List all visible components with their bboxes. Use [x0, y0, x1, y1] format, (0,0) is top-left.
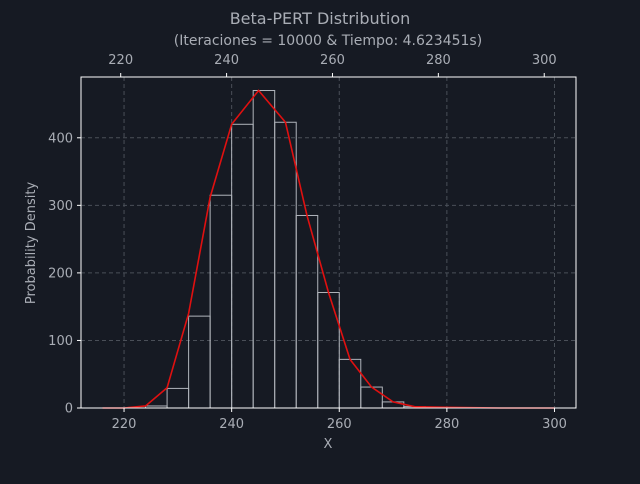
x-tick-label-3: 280 — [434, 417, 459, 432]
y-tick-label-4: 400 — [48, 131, 73, 146]
histogram-bars — [145, 90, 448, 409]
x-tick-label-2: 260 — [327, 417, 352, 432]
plot-frame — [80, 76, 577, 409]
histogram-bar-4 — [231, 123, 254, 409]
x-tick-label-1: 240 — [219, 417, 244, 432]
y-tick-label-3: 300 — [48, 199, 73, 214]
ticks-layer: 220 240 260 280 300 220 240 260 280 300 0 100 200 300… — [48, 53, 567, 432]
y-tick-label-0: 0 — [65, 402, 73, 417]
y-axis-label: Probability Density — [24, 182, 39, 305]
histogram-bar-6 — [274, 121, 297, 409]
top-x-tick-label-3: 280 — [426, 53, 451, 68]
histogram-bar-8 — [317, 291, 340, 409]
grid-layer — [81, 77, 576, 409]
y-tick-label-2: 200 — [48, 266, 73, 281]
histogram-bar-1 — [166, 387, 190, 409]
histogram-bar-9 — [338, 358, 362, 409]
x-tick-label-0: 220 — [112, 417, 137, 432]
top-x-tick-label-2: 260 — [320, 53, 345, 68]
top-x-tick-label-0: 220 — [108, 53, 133, 68]
y-tick-label-1: 100 — [48, 334, 73, 349]
density-curve-layer — [102, 89, 555, 409]
chart-title: Beta-PERT Distribution — [230, 9, 411, 28]
chart-subtitle: (Iteraciones = 10000 & Tiempo: 4.623451s… — [174, 33, 482, 49]
histogram-bar-10 — [360, 386, 383, 409]
top-x-tick-label-1: 240 — [214, 53, 239, 68]
histogram-bar-2 — [188, 315, 211, 409]
density-curve-0 — [102, 89, 555, 409]
x-axis-label: X — [324, 437, 333, 452]
x-tick-label-4: 300 — [542, 417, 567, 432]
histogram-bar-3 — [209, 194, 233, 409]
top-x-tick-label-4: 300 — [532, 53, 557, 68]
